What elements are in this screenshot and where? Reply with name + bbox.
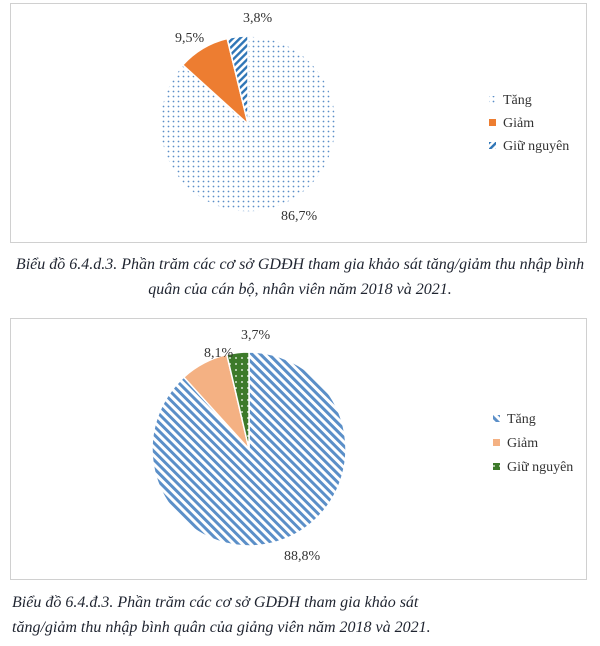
chart-2-data-label-tang: 88,8% bbox=[284, 549, 321, 564]
chart-2-caption-line-1: Biểu đồ 6.4.đ.3. Phần trăm các cơ sở GDĐ… bbox=[12, 594, 419, 611]
chart-1-legend-label-giu-nguyen: Giữ nguyên bbox=[503, 139, 569, 154]
pie-1-slices bbox=[159, 35, 337, 213]
pie-2-slices bbox=[151, 351, 347, 547]
chart-1-data-label-giu-nguyen: 3,8% bbox=[243, 11, 273, 26]
chart-1-legend-label-tang: Tăng bbox=[503, 93, 532, 108]
chart-2-legend-swatch-tang bbox=[493, 415, 500, 422]
chart-1-legend-swatch-tang bbox=[489, 96, 496, 103]
chart-1-legend-swatch-giu-nguyen bbox=[489, 142, 496, 149]
chart-2-caption: Biểu đồ 6.4.đ.3. Phần trăm các cơ sở GDĐ… bbox=[10, 590, 572, 640]
chart-2-data-label-giam: 8,1% bbox=[204, 346, 234, 361]
chart-2-legend-label-giam: Giảm bbox=[507, 436, 538, 451]
pie-1-labels: 86,7% 9,5% 3,8% bbox=[175, 11, 318, 224]
chart-1-legend-label-giam: Giảm bbox=[503, 116, 534, 131]
pie-chart-svg-1: 86,7% 9,5% 3,8% Tăng Giảm Giữ nguyên bbox=[159, 11, 569, 224]
chart-2-legend-swatch-giam bbox=[493, 439, 500, 446]
chart-2-caption-line-2: tăng/giảm thu nhập bình quân của giảng v… bbox=[12, 619, 431, 636]
pie-1-legend: Tăng Giảm Giữ nguyên bbox=[489, 93, 569, 154]
chart-2-legend-swatch-giu-nguyen bbox=[493, 463, 500, 470]
pie-2-labels: 88,8% 8,1% 3,7% bbox=[204, 328, 321, 564]
chart-1-slice-giu-nguyen bbox=[226, 35, 249, 125]
chart-1-data-label-giam: 9,5% bbox=[175, 31, 205, 46]
chart-2-legend-label-tang: Tăng bbox=[507, 412, 536, 427]
pie-chart-lecturer-income: 88,8% 8,1% 3,7% Tăng Giảm Giữ nguyên bbox=[10, 318, 587, 580]
chart-1-caption: Biểu đồ 6.4.d.3. Phần trăm các cơ sở GDĐ… bbox=[15, 256, 585, 298]
chart-2-slice-giu-nguyen bbox=[225, 351, 250, 450]
pie-2-legend: Tăng Giảm Giữ nguyên bbox=[493, 412, 573, 475]
chart-1-data-label-tang: 86,7% bbox=[281, 209, 318, 224]
chart-1-legend-swatch-giam bbox=[489, 119, 496, 126]
chart-2-legend-label-giu-nguyen: Giữ nguyên bbox=[507, 460, 573, 475]
chart-2-data-label-giu-nguyen: 3,7% bbox=[241, 328, 271, 343]
chart-2-slice-tang bbox=[151, 351, 347, 547]
pie-chart-svg-2: 88,8% 8,1% 3,7% Tăng Giảm Giữ nguyên bbox=[151, 328, 573, 564]
pie-chart-staff-income: 86,7% 9,5% 3,8% Tăng Giảm Giữ nguyên bbox=[10, 3, 587, 243]
